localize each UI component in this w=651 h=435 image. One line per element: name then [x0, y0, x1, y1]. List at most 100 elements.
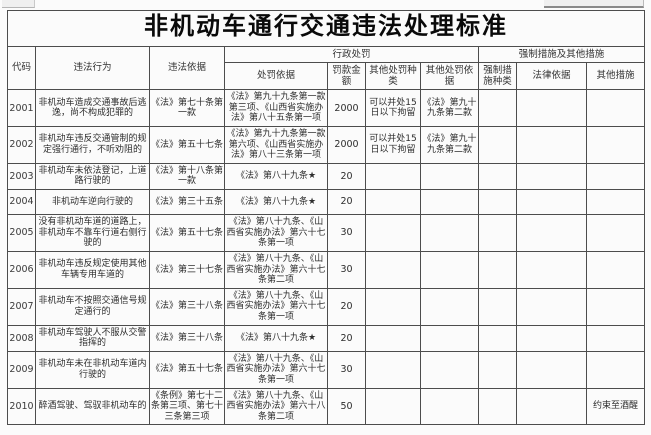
cell-other-measures [586, 162, 645, 191]
cell-penalty-basis: 《法》第八十九条、《山西省实施办法》第六十七条第一项 [224, 287, 328, 326]
cell-other-penalty-basis [420, 189, 479, 216]
cell-penalty-basis: 《法》第八十九条、《山西省实施办法》第六十八条第二项 [224, 387, 328, 426]
cell-code: 2005 [7, 214, 36, 252]
cell-fine: 2000 [327, 126, 366, 164]
table-row: 2010 醉酒驾驶、驾驭非机动车的 《条例》第七十二条第三项、第七十三条第三项 《法》… [7, 387, 645, 426]
cell-other-penalty-basis [420, 350, 479, 389]
cell-violation-basis: 《法》第三十五条 [149, 189, 225, 216]
cell-other-measures [586, 324, 645, 352]
cell-other-penalty-type [365, 189, 421, 216]
header-sub-row: 处罚依据 罚款金额 其他处罚种类 其他处罚依据 强制措施种类 法律依据 其他措施 [8, 61, 645, 91]
cell-other-penalty-type [365, 287, 421, 326]
cell-penalty-basis: 《法》第八十九条★ [224, 324, 328, 352]
cell-violation: 醉酒驾驶、驾驭非机动车的 [35, 387, 150, 426]
cell-violation-basis: 《条例》第七十二条第三项、第七十三条第三项 [149, 387, 225, 426]
cell-enforcement-type [478, 287, 517, 326]
screenshot-artifact-top-left [2, 0, 35, 8]
cell-penalty-basis: 《法》第八十九条、《山西省实施办法》第六十七条第一项 [224, 350, 328, 389]
cell-violation-basis: 《法》第三十七条 [149, 250, 225, 289]
table-row: 2005 没有非机动车道的道路上，非机动车不靠车行道右侧行驶的 《法》第五十七条 《法… [7, 214, 645, 252]
cell-other-penalty-basis [420, 250, 479, 289]
cell-other-measures [586, 214, 645, 252]
table-body: 2001 非机动车造成交通事故后逃逸，尚不构成犯罪的 《法》第七十条第一款 《法》第九… [7, 89, 645, 426]
cell-legal-basis [516, 350, 587, 389]
cell-violation-basis: 《法》第十八条第一款 [149, 162, 225, 191]
cell-other-penalty-basis [420, 387, 479, 426]
col-header-other-penalty-type: 其他处罚种类 [365, 61, 421, 91]
title-row: 非机动车通行交通违法处理标准 [7, 10, 645, 47]
cell-other-penalty-type [365, 162, 421, 191]
cell-penalty-basis: 《法》第九十九条第一款第三项、《山西省实施办法》第八十五条第一项 [224, 89, 328, 128]
cell-other-penalty-basis [420, 214, 479, 252]
screenshot-artifact-top-right [544, 0, 644, 8]
cell-other-penalty-basis [420, 287, 479, 326]
col-header-penalty-basis: 处罚依据 [224, 61, 328, 91]
cell-code: 2004 [7, 189, 36, 216]
cell-other-penalty-basis: 《法》第九十九条第二款 [420, 89, 479, 128]
cell-other-measures [586, 89, 645, 128]
cell-code: 2010 [7, 387, 36, 426]
col-header-violation: 违法行为 [35, 45, 150, 91]
col-group-admin-penalty: 行政处罚 [224, 45, 479, 63]
cell-legal-basis [516, 162, 587, 191]
cell-other-measures [586, 287, 645, 326]
cell-other-penalty-basis: 《法》第九十九条第二款 [420, 126, 479, 164]
col-header-other-measures: 其他措施 [586, 61, 645, 91]
cell-enforcement-type [478, 324, 517, 352]
cell-penalty-basis: 《法》第八十九条、《山西省实施办法》第六十七条第二项 [224, 250, 328, 289]
cell-other-measures [586, 189, 645, 216]
cell-violation-basis: 《法》第七十条第一款 [149, 89, 225, 128]
cell-other-penalty-type: 可以并处15日以下拘留 [365, 89, 421, 128]
cell-code: 2003 [7, 162, 36, 191]
cell-fine: 30 [327, 214, 366, 252]
standards-table: 非机动车通行交通违法处理标准 代码 违法行为 违法依据 行政处罚 强制措施及其他… [7, 10, 645, 426]
violation-standards-table: 非机动车通行交通违法处理标准 代码 违法行为 违法依据 行政处罚 强制措施及其他… [7, 10, 645, 426]
cell-other-measures [586, 126, 645, 164]
cell-enforcement-type [478, 214, 517, 252]
cell-other-measures [586, 250, 645, 289]
page-title: 非机动车通行交通违法处理标准 [7, 10, 645, 47]
cell-other-penalty-type [365, 324, 421, 352]
table-row: 2003 非机动车未依法登记，上道路行驶的 《法》第十八条第一款 《法》第八十九条★ 2… [7, 162, 645, 191]
cell-violation: 没有非机动车道的道路上，非机动车不靠车行道右侧行驶的 [35, 214, 150, 252]
cell-other-penalty-type [365, 214, 421, 252]
col-header-other-penalty-basis: 其他处罚依据 [420, 61, 479, 91]
cell-violation: 非机动车造成交通事故后逃逸，尚不构成犯罪的 [35, 89, 150, 128]
cell-violation: 非机动车违反规定使用其他车辆专用车道的 [35, 250, 150, 289]
cell-violation: 非机动车逆向行驶的 [35, 189, 150, 216]
cell-penalty-basis: 《法》第八十九条、《山西省实施办法》第六十七条第一项 [224, 214, 328, 252]
cell-violation: 非机动车驾驶人不服从交警指挥的 [35, 324, 150, 352]
col-header-enforcement-type: 强制措施种类 [478, 61, 517, 91]
cell-violation: 非机动车未在非机动车道内行驶的 [35, 350, 150, 389]
cell-code: 2008 [7, 324, 36, 352]
cell-fine: 20 [327, 324, 366, 352]
table-row: 2008 非机动车驾驶人不服从交警指挥的 《法》第三十八条 《法》第八十九条★ 20 [7, 324, 645, 352]
cell-code: 2001 [7, 89, 36, 128]
cell-legal-basis [516, 189, 587, 216]
cell-other-penalty-basis [420, 324, 479, 352]
cell-other-penalty-type [365, 250, 421, 289]
cell-fine: 50 [327, 387, 366, 426]
cell-penalty-basis: 《法》第九十九条第一款第六项、《山西省实施办法》第八十三条第一项 [224, 126, 328, 164]
table-row: 2006 非机动车违反规定使用其他车辆专用车道的 《法》第三十七条 《法》第八十九条、… [7, 250, 645, 289]
cell-penalty-basis: 《法》第八十九条★ [224, 162, 328, 191]
cell-code: 2009 [7, 350, 36, 389]
col-header-legal-basis: 法律依据 [516, 61, 587, 91]
table-row: 2009 非机动车未在非机动车道内行驶的 《法》第五十七条 《法》第八十九条、《山西省… [7, 350, 645, 389]
col-header-fine-amount: 罚款金额 [327, 61, 366, 91]
cell-enforcement-type [478, 250, 517, 289]
cell-enforcement-type [478, 387, 517, 426]
cell-fine: 20 [327, 162, 366, 191]
cell-legal-basis [516, 324, 587, 352]
cell-violation: 非机动车未依法登记，上道路行驶的 [35, 162, 150, 191]
col-header-violation-basis: 违法依据 [149, 45, 225, 91]
cell-other-penalty-type: 可以并处15日以下拘留 [365, 126, 421, 164]
cell-other-measures [586, 350, 645, 389]
table-row: 2002 非机动车违反交通管制的规定强行通行，不听劝阻的 《法》第五十七条 《法》第九… [7, 126, 645, 164]
cell-violation-basis: 《法》第三十八条 [149, 287, 225, 326]
cell-legal-basis [516, 250, 587, 289]
cell-legal-basis [516, 387, 587, 426]
cell-fine: 2000 [327, 89, 366, 128]
col-group-enforcement: 强制措施及其他措施 [478, 45, 645, 63]
cell-legal-basis [516, 126, 587, 164]
